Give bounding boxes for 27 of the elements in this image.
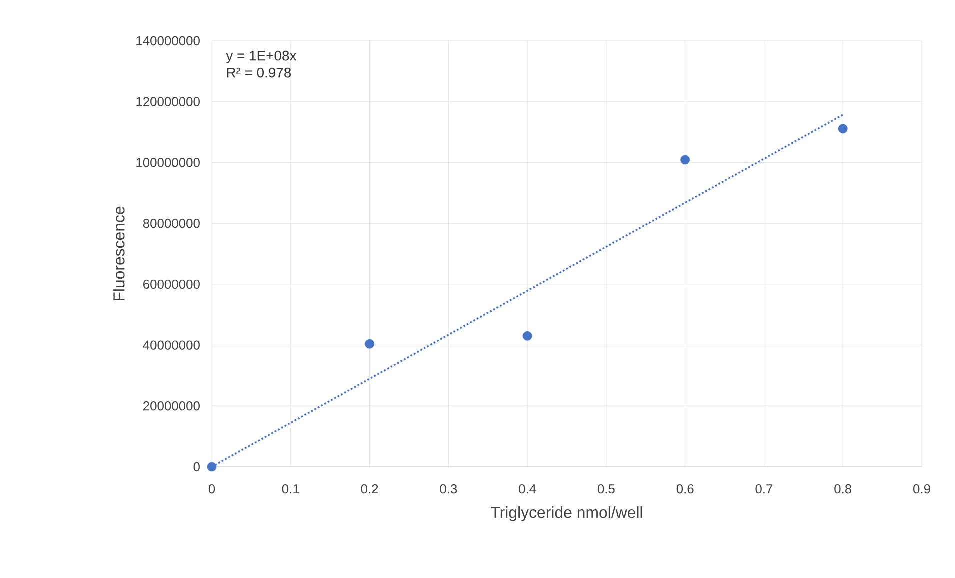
x-tick-label: 0.8 xyxy=(834,484,852,494)
y-tick-label: 0 xyxy=(194,462,200,472)
y-axis-title: Fluorescence xyxy=(113,206,125,301)
y-tick-label: 120000000 xyxy=(136,97,200,106)
x-axis-title: Triglyceride nmol/well xyxy=(491,506,642,522)
annotation: R² = 0.978 xyxy=(227,68,292,78)
point xyxy=(522,331,532,341)
point xyxy=(838,124,848,134)
x-tick-label: 0.2 xyxy=(361,484,378,494)
x-tick-label: 0.5 xyxy=(598,484,615,494)
y-tick-label: 140000000 xyxy=(136,36,200,46)
x-tick-label: 0.6 xyxy=(676,484,694,494)
x-tick-label: 0.4 xyxy=(519,484,536,494)
point xyxy=(365,339,374,349)
x-tick-label: 0.1 xyxy=(282,484,300,494)
x-tick-label: 0.7 xyxy=(756,484,773,494)
y-tick-label: 60000000 xyxy=(144,280,200,290)
x-tick-label: 0.3 xyxy=(440,484,458,494)
point xyxy=(680,155,690,165)
y-tick-label: 80000000 xyxy=(143,218,200,228)
y-tick-label: 20000000 xyxy=(144,402,200,411)
x-tick-label: 0 xyxy=(208,484,216,494)
y-tick-label: 100000000 xyxy=(136,158,200,168)
annotation: y = 1E+08x xyxy=(226,50,297,64)
point xyxy=(207,462,217,472)
x-tick-label: 0.9 xyxy=(914,484,930,494)
y-tick-label: 40000000 xyxy=(143,340,200,350)
